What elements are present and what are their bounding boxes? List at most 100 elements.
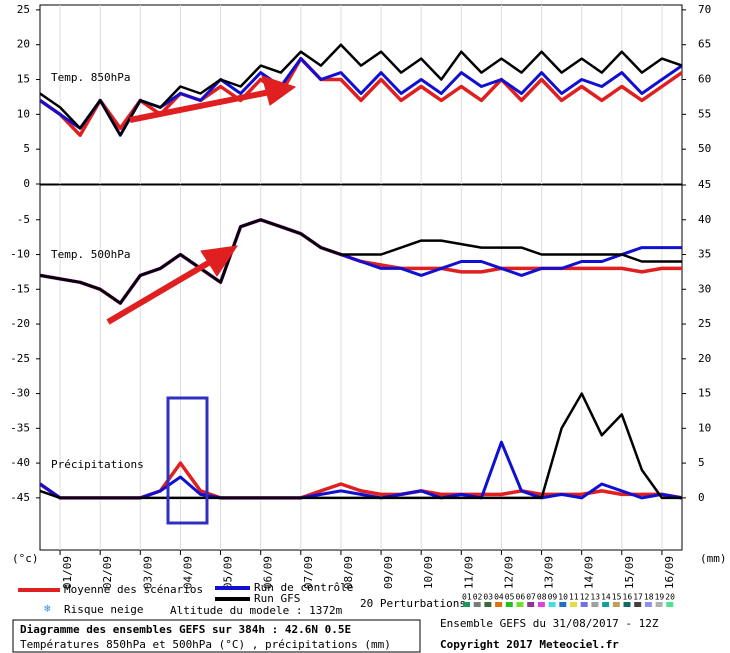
x-tick-label: 07/09 xyxy=(302,556,315,589)
footer-title: Diagramme des ensembles GEFS sur 384h : … xyxy=(20,623,351,636)
perturbation-label: 06 xyxy=(516,593,526,602)
annotation-arrows xyxy=(106,75,297,325)
perturbation-swatch xyxy=(591,602,599,607)
series-line xyxy=(39,392,682,500)
y2-tick-label: 40 xyxy=(698,213,711,226)
x-tick-label: 12/09 xyxy=(502,556,515,589)
perturbation-swatch xyxy=(516,602,524,607)
y-tick-label: -10 xyxy=(10,248,30,261)
x-tick-label: 03/09 xyxy=(141,556,154,589)
y2-tick-label: 25 xyxy=(698,317,711,330)
y-axis-label: (°c) xyxy=(12,552,39,565)
highlight-box xyxy=(166,396,209,525)
y2-tick-label: 35 xyxy=(698,248,711,261)
y2-tick-label: 0 xyxy=(698,491,705,504)
series-line xyxy=(38,56,683,137)
perturbation-label: 09 xyxy=(548,593,558,602)
x-tick-label: 11/09 xyxy=(462,556,475,589)
y-tick-label: 20 xyxy=(17,38,30,51)
arrowhead xyxy=(200,245,239,277)
series-line xyxy=(39,218,682,305)
series-line xyxy=(39,440,683,500)
perturbation-label: 18 xyxy=(644,593,654,602)
perturbation-label: 13 xyxy=(590,593,600,602)
perturbation-label: 12 xyxy=(580,593,590,602)
y-tick-label: 5 xyxy=(23,142,30,155)
perturbation-swatch xyxy=(495,602,503,607)
perturbation-label: 14 xyxy=(601,593,611,602)
y-tick-label: 15 xyxy=(17,73,30,86)
perturbation-swatch xyxy=(505,602,513,607)
y2-tick-label: 60 xyxy=(698,73,711,86)
y2-tick-label: 65 xyxy=(698,38,711,51)
y-tick-label: -20 xyxy=(10,317,30,330)
perturbation-swatch xyxy=(602,602,610,607)
perturbation-swatch xyxy=(580,602,588,607)
x-tick-label: 01/09 xyxy=(61,556,74,589)
x-tick-label: 14/09 xyxy=(583,556,596,589)
x-tick-label: 02/09 xyxy=(101,556,114,589)
perturbation-swatch xyxy=(537,602,545,607)
perturbation-swatch xyxy=(623,602,631,607)
perturbation-swatch xyxy=(473,602,481,607)
perturbation-label: 10 xyxy=(558,593,568,602)
y-tick-label: -30 xyxy=(10,387,30,400)
footer-copyright: Copyright 2017 Meteociel.fr xyxy=(440,638,619,651)
perturbation-label: 02 xyxy=(473,593,483,602)
arrowhead xyxy=(261,75,297,106)
perturbation-label: 20 xyxy=(665,593,675,602)
perturbation-label: 04 xyxy=(494,593,504,602)
x-tick-label: 15/09 xyxy=(623,556,636,589)
y2-tick-label: 70 xyxy=(698,3,711,16)
perturbation-label: 08 xyxy=(537,593,547,602)
y-tick-label: -45 xyxy=(10,491,30,504)
perturbation-swatch xyxy=(666,602,674,607)
altitude: Altitude du modele : 1372m xyxy=(170,604,343,617)
perturbation-label: 11 xyxy=(569,593,579,602)
y2-tick-label: 45 xyxy=(698,178,711,191)
legend-label: Risque neige xyxy=(64,603,143,616)
y2-tick-label: 5 xyxy=(698,456,705,469)
x-tick-label: 13/09 xyxy=(543,556,556,589)
y2-tick-label: 10 xyxy=(698,421,711,434)
x-tick-label: 09/09 xyxy=(382,556,395,589)
legend-label: Moyenne des scénarios xyxy=(64,583,203,596)
x-tick-label: 16/09 xyxy=(663,556,676,589)
panel-label: Précipitations xyxy=(51,458,144,471)
y-tick-label: -15 xyxy=(10,282,30,295)
y2-axis-label: (mm) xyxy=(700,552,727,565)
y2-tick-label: 20 xyxy=(698,352,711,365)
y2-tick-label: 55 xyxy=(698,107,711,120)
snow-icon: ❄ xyxy=(44,602,51,615)
perturbations-title: 20 Perturbations xyxy=(360,597,466,610)
y-tick-label: -40 xyxy=(10,456,30,469)
perturbation-swatch xyxy=(548,602,556,607)
x-tick-label: 10/09 xyxy=(422,556,435,589)
y-tick-label: -25 xyxy=(10,352,30,365)
footer-box xyxy=(12,619,421,653)
perturbation-label: 15 xyxy=(612,593,622,602)
x-tick-label: 05/09 xyxy=(222,556,235,589)
perturbation-swatch xyxy=(612,602,620,607)
legend-label: Run GFS xyxy=(254,592,300,605)
series-line xyxy=(39,57,683,137)
perturbation-swatch xyxy=(634,602,642,607)
y2-tick-label: 50 xyxy=(698,142,711,155)
x-tick-label: 06/09 xyxy=(262,556,275,589)
perturbation-label: 17 xyxy=(633,593,643,602)
x-tick-label: 04/09 xyxy=(181,556,194,589)
y-tick-label: 0 xyxy=(23,177,30,190)
plot: 05101520255055606570-45-40-35-30-25-20-1… xyxy=(10,3,711,589)
legend-label: Run de contrôle xyxy=(254,581,353,594)
perturbation-label: 16 xyxy=(623,593,633,602)
arrow xyxy=(129,89,271,123)
y-tick-label: 25 xyxy=(17,3,30,16)
y2-tick-label: 30 xyxy=(698,282,711,295)
perturbation-label: 05 xyxy=(505,593,515,602)
series-line xyxy=(39,218,682,305)
arrow xyxy=(106,259,212,325)
perturbation-swatch xyxy=(655,602,663,607)
panel-label: Temp. 850hPa xyxy=(51,71,130,84)
y2-tick-label: 15 xyxy=(698,387,711,400)
